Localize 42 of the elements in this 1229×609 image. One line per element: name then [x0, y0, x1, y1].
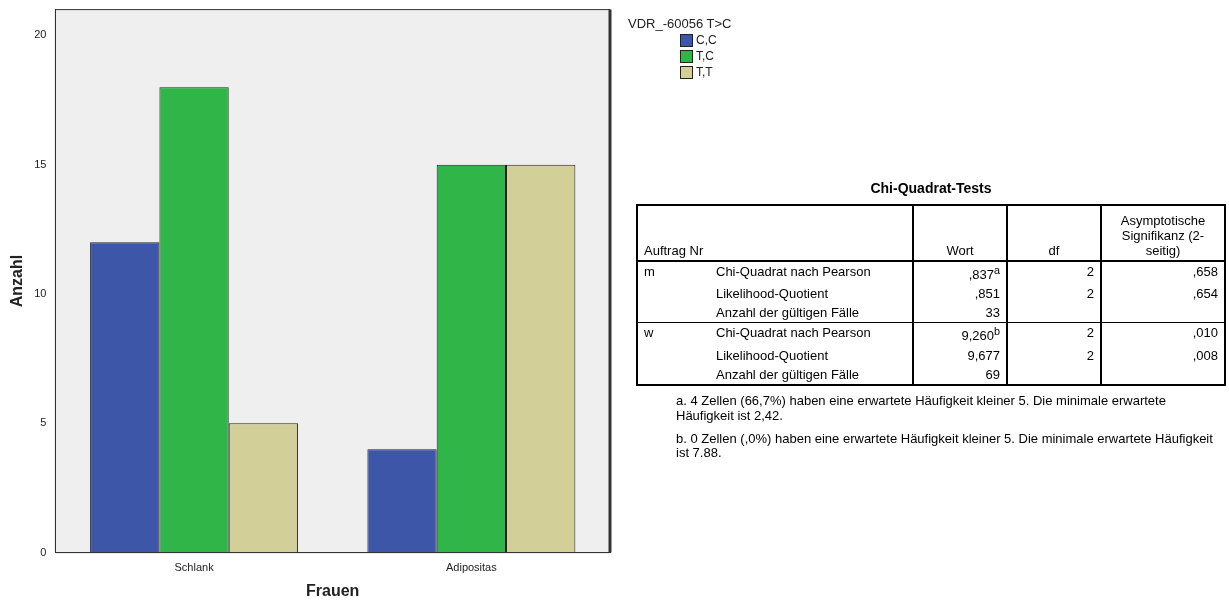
text: w — [644, 325, 654, 341]
y-tick-label: 5 — [40, 416, 47, 429]
text: 2 — [1086, 286, 1094, 302]
text: Chi-Quadrat-Tests — [869, 180, 993, 196]
text: Chi-Quadrat nach Pearson — [716, 325, 871, 341]
text: Anzahl der gültigen Fälle — [716, 305, 860, 321]
legend-label: T,T — [696, 65, 713, 79]
text: b. 0 Zellen (,0%) haben eine erwartete Häufigkeit kleiner 5. Die minimale erwartete Häufigkeit ist 7.88. — [676, 430, 1214, 462]
text: ,654 — [1192, 286, 1218, 302]
text: ,837$^{a}$ — [968, 264, 1000, 283]
category-label: df — [1007, 205, 1101, 261]
text: ,658 — [1192, 264, 1218, 279]
text: 33 — [985, 305, 1000, 321]
category-label: Auftrag Nr — [637, 205, 913, 261]
x-axis-title: Frauen — [306, 581, 360, 599]
text: ,010 — [1192, 325, 1218, 341]
legend-label: C,C — [696, 33, 717, 47]
category-label: Wort — [913, 205, 1007, 261]
text: 9,260$^{b}$ — [961, 325, 1000, 344]
legend-title: VDR_-60056 T>C — [628, 16, 732, 31]
text: 69 — [985, 366, 1000, 382]
text: a. 4 Zellen (66,7%) haben eine erwartete Häufigkeit kleiner 5. Die minimale erwartete Häufigkeit ist 2,42. — [676, 392, 1167, 424]
category-label: Asymptotische Signifikanz (2-seitig) — [1101, 205, 1225, 261]
text: 2 — [1086, 325, 1094, 341]
x-tick-label: Schlank — [174, 561, 215, 574]
text: 2 — [1086, 347, 1094, 363]
text: 2 — [1086, 264, 1094, 279]
text: 9,677 — [967, 347, 1000, 363]
text: Likelihood-Quotient — [716, 347, 829, 363]
text: Chi-Quadrat nach Pearson — [716, 264, 871, 279]
text: ,851 — [974, 286, 1000, 302]
y-tick-label: 10 — [34, 287, 47, 300]
text: Likelihood-Quotient — [716, 286, 829, 302]
legend-label: T,C — [696, 49, 714, 63]
y-tick-label: 15 — [34, 157, 47, 170]
x-tick-label: Adipositas — [445, 561, 498, 574]
text: m — [644, 264, 655, 279]
text: Anzahl der gültigen Fälle — [716, 366, 860, 382]
text: ,008 — [1192, 347, 1218, 363]
y-axis-title: Anzahl — [8, 254, 26, 308]
y-tick-label: 0 — [40, 545, 47, 558]
y-tick-label: 20 — [34, 28, 47, 41]
